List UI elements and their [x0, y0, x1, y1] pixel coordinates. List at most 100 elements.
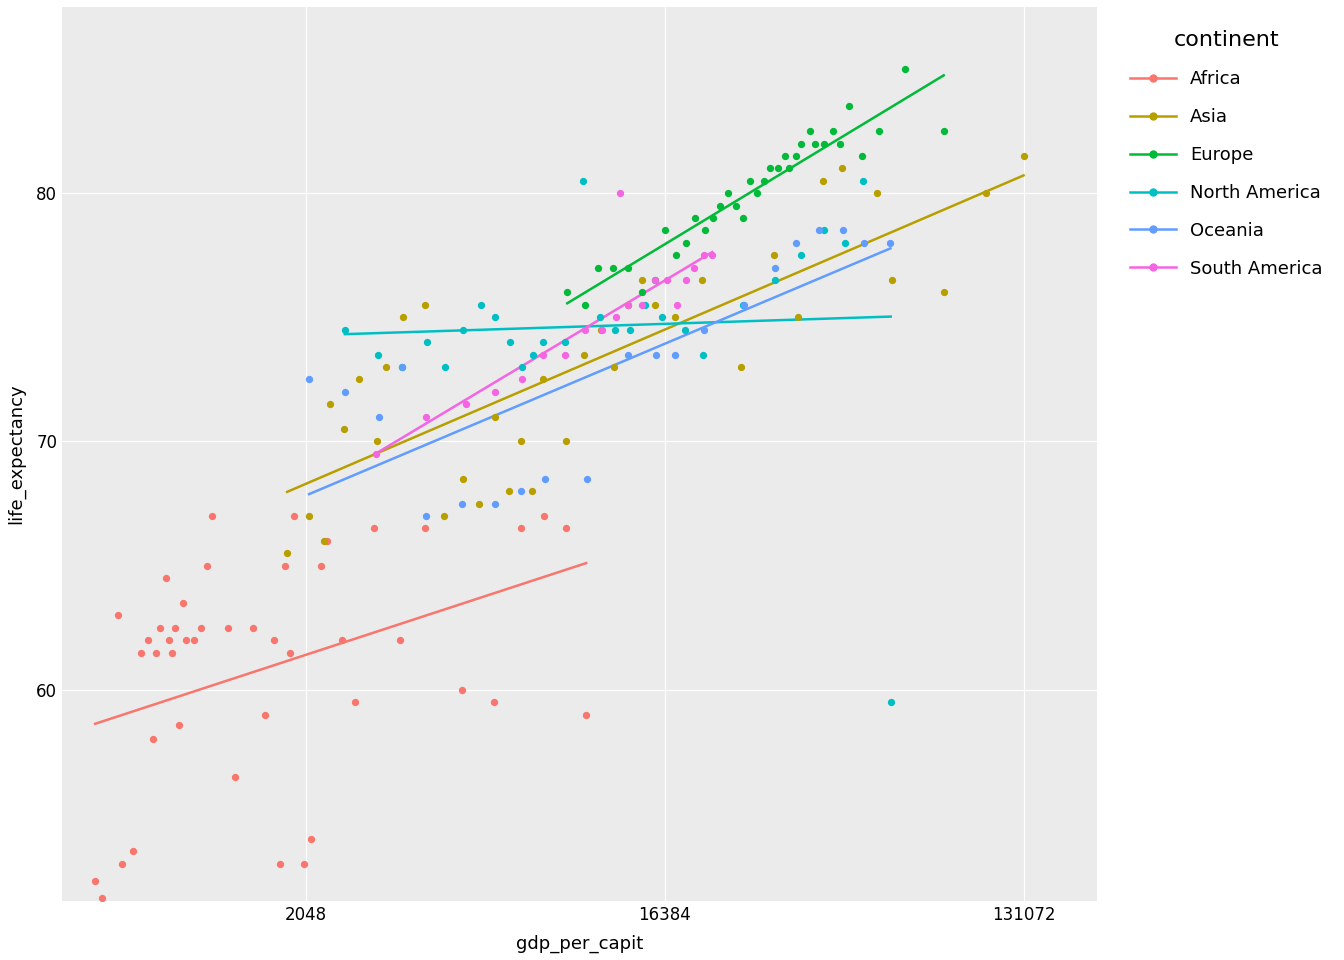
Point	[532, 334, 554, 349]
Point	[866, 185, 887, 201]
Point	[484, 310, 505, 325]
Point	[172, 595, 194, 611]
Point	[684, 260, 706, 276]
Point	[718, 185, 739, 201]
Point	[868, 124, 890, 139]
Point	[618, 260, 640, 276]
Point	[254, 707, 276, 722]
Point	[263, 633, 285, 648]
Point	[634, 298, 656, 313]
Point	[692, 347, 714, 362]
Point	[609, 185, 630, 201]
Point	[332, 633, 353, 648]
Point	[575, 707, 597, 722]
Point	[175, 633, 196, 648]
Point	[196, 558, 218, 573]
Point	[521, 484, 543, 499]
Point	[85, 874, 106, 889]
Point	[645, 347, 667, 362]
Point	[532, 372, 554, 387]
Point	[224, 769, 246, 784]
Point	[675, 273, 696, 288]
Point	[839, 99, 860, 114]
Point	[602, 260, 624, 276]
Point	[759, 160, 781, 176]
Point	[168, 717, 190, 732]
Point	[665, 248, 687, 263]
Point	[786, 235, 808, 251]
Point	[732, 210, 754, 226]
Point	[368, 409, 390, 424]
Point	[484, 409, 505, 424]
Point	[632, 285, 653, 300]
Point	[829, 135, 851, 151]
Point	[532, 347, 554, 362]
Point	[202, 508, 223, 523]
Point	[335, 322, 356, 337]
Point	[1013, 148, 1035, 163]
Point	[664, 310, 685, 325]
Point	[310, 558, 332, 573]
Point	[655, 223, 676, 238]
Point	[694, 248, 715, 263]
Point	[739, 173, 761, 188]
Point	[366, 446, 387, 462]
Point	[788, 310, 809, 325]
Point	[512, 372, 534, 387]
Point	[191, 620, 212, 636]
Point	[691, 273, 712, 288]
Point	[391, 359, 413, 374]
Point	[730, 359, 751, 374]
Point	[482, 694, 504, 709]
Point	[675, 235, 696, 251]
Point	[632, 273, 653, 288]
Point	[535, 471, 556, 487]
Point	[976, 185, 997, 201]
Point	[617, 347, 638, 362]
Point	[590, 310, 612, 325]
Point	[415, 409, 437, 424]
Point	[142, 732, 164, 747]
Point	[367, 347, 388, 362]
Point	[155, 570, 176, 586]
Point	[453, 322, 474, 337]
Point	[933, 124, 954, 139]
Point	[702, 210, 723, 226]
Point	[367, 434, 388, 449]
Point	[499, 484, 520, 499]
Point	[280, 645, 301, 660]
Point	[879, 235, 900, 251]
Point	[218, 620, 239, 636]
Point	[130, 645, 152, 660]
Point	[853, 235, 875, 251]
Point	[667, 298, 688, 313]
Point	[763, 273, 785, 288]
Point	[242, 620, 263, 636]
Point	[732, 298, 754, 313]
Point	[726, 198, 747, 213]
Point	[468, 496, 489, 512]
Point	[298, 508, 320, 523]
Point	[509, 520, 531, 536]
Point	[933, 285, 954, 300]
Point	[574, 322, 595, 337]
Point	[617, 298, 638, 313]
Point	[298, 372, 320, 387]
Point	[452, 496, 473, 512]
Point	[164, 620, 185, 636]
Point	[293, 856, 314, 872]
Point	[509, 434, 531, 449]
Point	[574, 347, 595, 362]
Point	[554, 334, 575, 349]
Point	[664, 347, 685, 362]
X-axis label: gdp_per_capit: gdp_per_capit	[516, 935, 642, 953]
Point	[348, 372, 370, 387]
Point	[675, 322, 696, 337]
Point	[112, 856, 133, 872]
Point	[813, 223, 835, 238]
Point	[556, 285, 578, 300]
Point	[753, 173, 774, 188]
Point	[804, 135, 825, 151]
Point	[831, 160, 852, 176]
Point	[344, 694, 366, 709]
